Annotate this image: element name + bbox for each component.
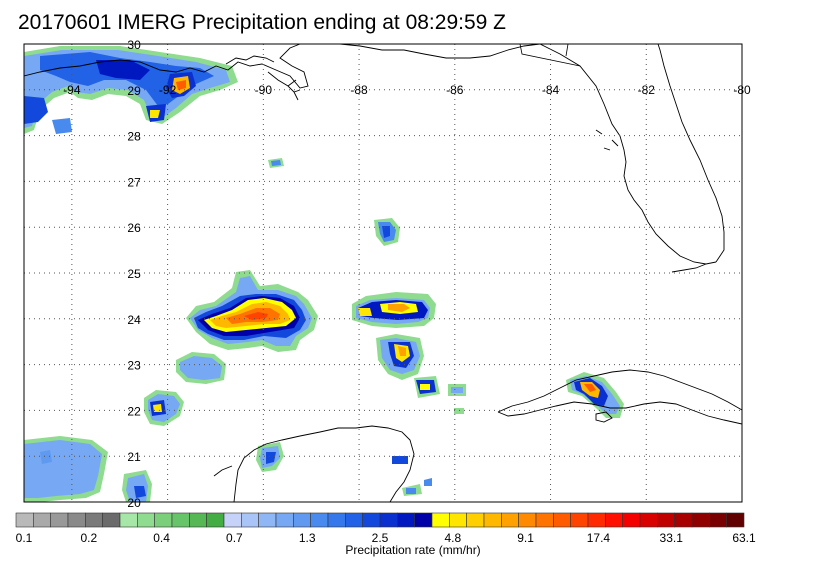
colorbar-swatch xyxy=(518,512,537,528)
latitude-label: 26 xyxy=(127,221,141,235)
colorbar-tick-label: 33.1 xyxy=(660,531,684,545)
colorbar-swatch xyxy=(501,512,519,528)
precipitation-field xyxy=(24,46,624,502)
colorbar-tick-label: 4.8 xyxy=(444,531,461,545)
colorbar-swatch xyxy=(206,512,225,528)
longitude-label: -90 xyxy=(255,83,273,97)
precip-cell-central xyxy=(186,270,318,352)
colorbar-swatch xyxy=(258,512,277,528)
colorbar-tick-label: 9.1 xyxy=(517,531,534,545)
colorbar-swatch xyxy=(15,512,34,528)
latitude-label: 27 xyxy=(127,175,141,189)
colorbar-swatch xyxy=(535,512,554,528)
colorbar-swatch xyxy=(379,512,398,528)
colorbar-swatch xyxy=(622,512,641,528)
colorbar-swatch xyxy=(102,512,121,528)
colorbar-swatch xyxy=(431,512,450,528)
latitude-label: 22 xyxy=(127,404,141,418)
longitude-label: -84 xyxy=(542,83,560,97)
colorbar-tick-labels: 0.1 0.2 0.4 0.7 1.3 2.5 4.8 9.1 17.4 33.1 63.1 xyxy=(16,531,756,545)
colorbar-swatch xyxy=(553,512,571,528)
colorbar-swatch xyxy=(362,512,381,528)
colorbar-swatch xyxy=(449,512,467,528)
colorbar-swatch xyxy=(570,512,589,528)
latitude-label: 24 xyxy=(127,313,141,327)
colorbar-swatches xyxy=(15,512,745,528)
colorbar-swatch xyxy=(414,512,433,528)
longitude-label: -94 xyxy=(63,83,81,97)
colorbar-swatch xyxy=(275,512,294,528)
colorbar-swatch xyxy=(726,512,745,528)
colorbar-swatch xyxy=(223,512,242,528)
latitude-label: 29 xyxy=(127,84,141,98)
colorbar-tick-label: 0.4 xyxy=(153,531,170,545)
colorbar-swatch xyxy=(33,512,51,528)
latitude-label: 28 xyxy=(127,130,141,144)
colorbar-tick-label: 63.1 xyxy=(732,531,756,545)
map-frame xyxy=(23,43,743,503)
colorbar-tick-label: 2.5 xyxy=(372,531,389,545)
latitude-label: 30 xyxy=(127,38,141,52)
precip-cell-yucatan xyxy=(256,442,432,496)
colorbar-tick-label: 1.3 xyxy=(299,531,316,545)
precip-cell-southwest xyxy=(144,352,226,426)
colorbar-swatch xyxy=(67,512,86,528)
precip-cell-bottom-left xyxy=(24,436,152,502)
latitude-label: 25 xyxy=(127,267,141,281)
longitude-label: -88 xyxy=(350,83,368,97)
colorbar-tick-label: 0.7 xyxy=(226,531,243,545)
colorbar-swatch xyxy=(327,512,346,528)
colorbar-swatch xyxy=(466,512,485,528)
coastlines xyxy=(24,44,742,502)
colorbar-swatch xyxy=(154,512,173,528)
longitude-label: -82 xyxy=(638,83,656,97)
colorbar-swatch xyxy=(310,512,329,528)
latitude-labels: 20 21 22 23 24 25 26 27 28 29 30 xyxy=(127,38,141,510)
colorbar-tick-label: 0.2 xyxy=(80,531,97,545)
longitude-label: -86 xyxy=(446,83,464,97)
colorbar-swatch xyxy=(709,512,727,528)
precip-cell-small-north xyxy=(268,158,284,168)
colorbar-swatch xyxy=(691,512,710,528)
colorbar-swatch xyxy=(85,512,103,528)
colorbar-swatch xyxy=(345,512,363,528)
colorbar-swatch xyxy=(189,512,207,528)
colorbar-swatch xyxy=(293,512,311,528)
map-title: 20170601 IMERG Precipitation ending at 0… xyxy=(18,11,506,34)
colorbar-swatch xyxy=(483,512,502,528)
colorbar-swatch xyxy=(674,512,693,528)
colorbar-swatch xyxy=(657,512,675,528)
colorbar-swatch xyxy=(119,512,138,528)
colorbar-swatch xyxy=(587,512,606,528)
precip-cell-cuba xyxy=(566,372,624,418)
longitude-label: -92 xyxy=(159,83,177,97)
latitude-label: 20 xyxy=(127,496,141,510)
colorbar-tick-label: 17.4 xyxy=(587,531,611,545)
colorbar-swatch xyxy=(397,512,415,528)
colorbar-tick-label: 0.1 xyxy=(16,531,33,545)
colorbar-swatch xyxy=(171,512,190,528)
colorbar-swatch xyxy=(50,512,69,528)
colorbar-swatch xyxy=(605,512,623,528)
longitude-labels: -94 -92 -90 -88 -86 -84 -82 -80 xyxy=(63,83,751,97)
precip-cell-26n xyxy=(374,218,400,246)
precip-cell-east-central xyxy=(352,292,466,414)
colorbar-swatch xyxy=(241,512,259,528)
latitude-label: 21 xyxy=(127,450,141,464)
colorbar-swatch xyxy=(137,512,155,528)
colorbar-label: Precipitation rate (mm/hr) xyxy=(345,543,481,557)
colorbar-swatch xyxy=(639,512,658,528)
latitude-label: 23 xyxy=(127,359,141,373)
